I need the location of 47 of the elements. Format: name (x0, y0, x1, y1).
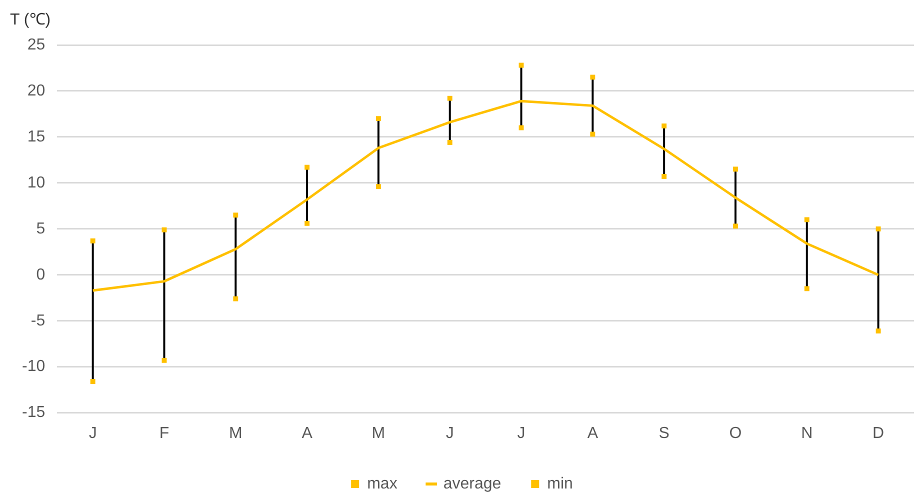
x-tick-label: S (658, 424, 670, 442)
point (876, 226, 881, 232)
point (447, 96, 452, 101)
y-tick-label: 20 (27, 82, 46, 100)
point (90, 238, 96, 244)
point (804, 286, 810, 292)
point (233, 212, 238, 218)
point (590, 132, 596, 137)
y-tick-label: 15 (27, 128, 46, 146)
point (733, 166, 738, 172)
x-tick-label: F (159, 424, 170, 442)
point (447, 140, 452, 145)
point (376, 116, 381, 122)
point (733, 224, 738, 229)
point (662, 123, 667, 128)
point (304, 164, 310, 170)
x-tick-label: N (801, 424, 813, 442)
point (590, 74, 596, 80)
point (304, 220, 310, 226)
point (376, 184, 381, 190)
y-tick-label: 10 (27, 174, 46, 192)
point (90, 379, 96, 384)
legend-label: max (367, 475, 398, 492)
x-tick-label: J (517, 424, 526, 442)
point (233, 296, 238, 302)
x-tick-label: D (872, 424, 884, 442)
point (804, 217, 810, 222)
point (876, 328, 881, 334)
point (162, 358, 167, 363)
y-tick-label: -5 (30, 312, 46, 330)
x-tick-label: A (587, 424, 598, 442)
x-tick-label: J (88, 424, 97, 442)
point (162, 227, 167, 232)
x-tick-label: A (302, 424, 313, 442)
y-tick-label: -10 (22, 358, 46, 376)
legend-label: min (547, 475, 573, 492)
y-tick-label: -15 (22, 404, 46, 422)
x-tick-label: M (372, 424, 386, 442)
x-tick-label: O (729, 424, 742, 442)
y-tick-label: 25 (27, 36, 46, 54)
y-tick-label: 0 (36, 266, 46, 284)
x-tick-label: M (228, 424, 242, 442)
legend-label: average (443, 475, 502, 492)
x-tick-label: J (446, 424, 454, 442)
y-axis-title: T (℃) (10, 11, 51, 28)
y-tick-label: 5 (36, 220, 46, 238)
point (662, 174, 667, 179)
